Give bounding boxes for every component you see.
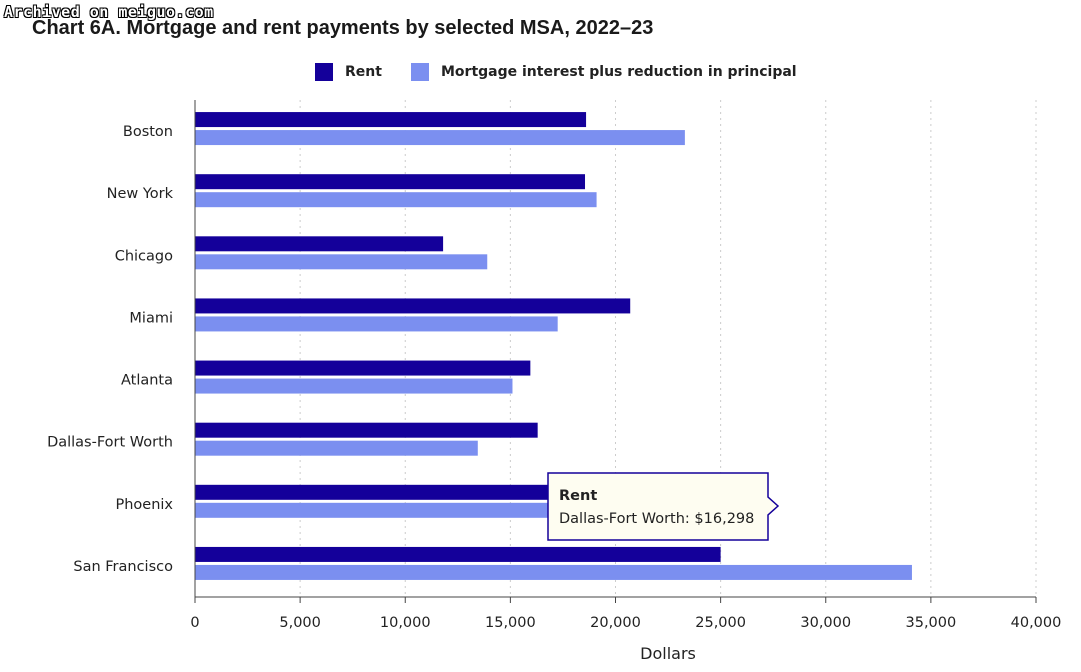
watermark: Archived on meiguo.com bbox=[4, 3, 214, 21]
chart-legend: Rent Mortgage interest plus reduction in… bbox=[0, 60, 1081, 84]
bar-rent[interactable] bbox=[195, 546, 721, 562]
bar-mortgage[interactable] bbox=[195, 130, 685, 146]
tooltip-body: Dallas-Fort Worth: $16,298 bbox=[559, 511, 755, 527]
chart-title: Chart 6A. Mortgage and rent payments by … bbox=[32, 17, 654, 39]
bar-rent[interactable] bbox=[195, 422, 538, 438]
bar-rent[interactable] bbox=[195, 484, 566, 500]
bar-rent[interactable] bbox=[195, 174, 586, 190]
x-tick-label: 0 bbox=[190, 615, 199, 631]
category-label: Boston bbox=[123, 124, 173, 140]
bar-mortgage[interactable] bbox=[195, 502, 566, 518]
category-label: San Francisco bbox=[73, 559, 173, 575]
legend-item-rent[interactable]: Rent bbox=[315, 60, 382, 84]
tooltip-title: Rent bbox=[559, 488, 598, 504]
bar-mortgage[interactable] bbox=[195, 564, 912, 580]
bar-mortgage[interactable] bbox=[195, 254, 488, 270]
tooltip-box bbox=[547, 472, 780, 541]
bar-rent[interactable] bbox=[195, 236, 444, 252]
bar-mortgage[interactable] bbox=[195, 378, 513, 394]
x-tick-label: 25,000 bbox=[695, 615, 746, 631]
x-tick-label: 20,000 bbox=[590, 615, 641, 631]
legend-label-rent: Rent bbox=[345, 64, 382, 80]
x-axis-title: Dollars bbox=[640, 644, 696, 663]
bar-rent[interactable] bbox=[195, 360, 531, 376]
x-tick-label: 35,000 bbox=[906, 615, 957, 631]
legend-item-mortgage[interactable]: Mortgage interest plus reduction in prin… bbox=[411, 60, 797, 84]
bar-mortgage[interactable] bbox=[195, 316, 558, 332]
bar-rent[interactable] bbox=[195, 112, 587, 128]
legend-swatch-mortgage bbox=[411, 63, 429, 81]
bar-rent[interactable] bbox=[195, 298, 631, 314]
x-tick-label: 10,000 bbox=[380, 615, 431, 631]
tooltip: Rent Dallas-Fort Worth: $16,298 bbox=[547, 472, 780, 541]
legend-label-mortgage: Mortgage interest plus reduction in prin… bbox=[441, 64, 797, 80]
bars-layer bbox=[195, 112, 912, 580]
x-tick-label: 30,000 bbox=[800, 615, 851, 631]
axis-layer: Boston New York Chicago Miami Atlanta Dallas-… bbox=[47, 100, 1061, 631]
x-tick-label: 5,000 bbox=[279, 615, 321, 631]
category-label: Phoenix bbox=[115, 497, 173, 513]
category-label: New York bbox=[107, 186, 174, 202]
category-label: Miami bbox=[129, 310, 173, 326]
bar-mortgage[interactable] bbox=[195, 440, 478, 456]
x-tick-label: 15,000 bbox=[485, 615, 536, 631]
legend-swatch-rent bbox=[315, 63, 333, 81]
category-label: Atlanta bbox=[121, 373, 173, 389]
x-tick-label: 40,000 bbox=[1011, 615, 1062, 631]
bar-mortgage[interactable] bbox=[195, 192, 597, 208]
category-label: Chicago bbox=[115, 248, 173, 264]
category-label: Dallas-Fort Worth bbox=[47, 435, 173, 451]
